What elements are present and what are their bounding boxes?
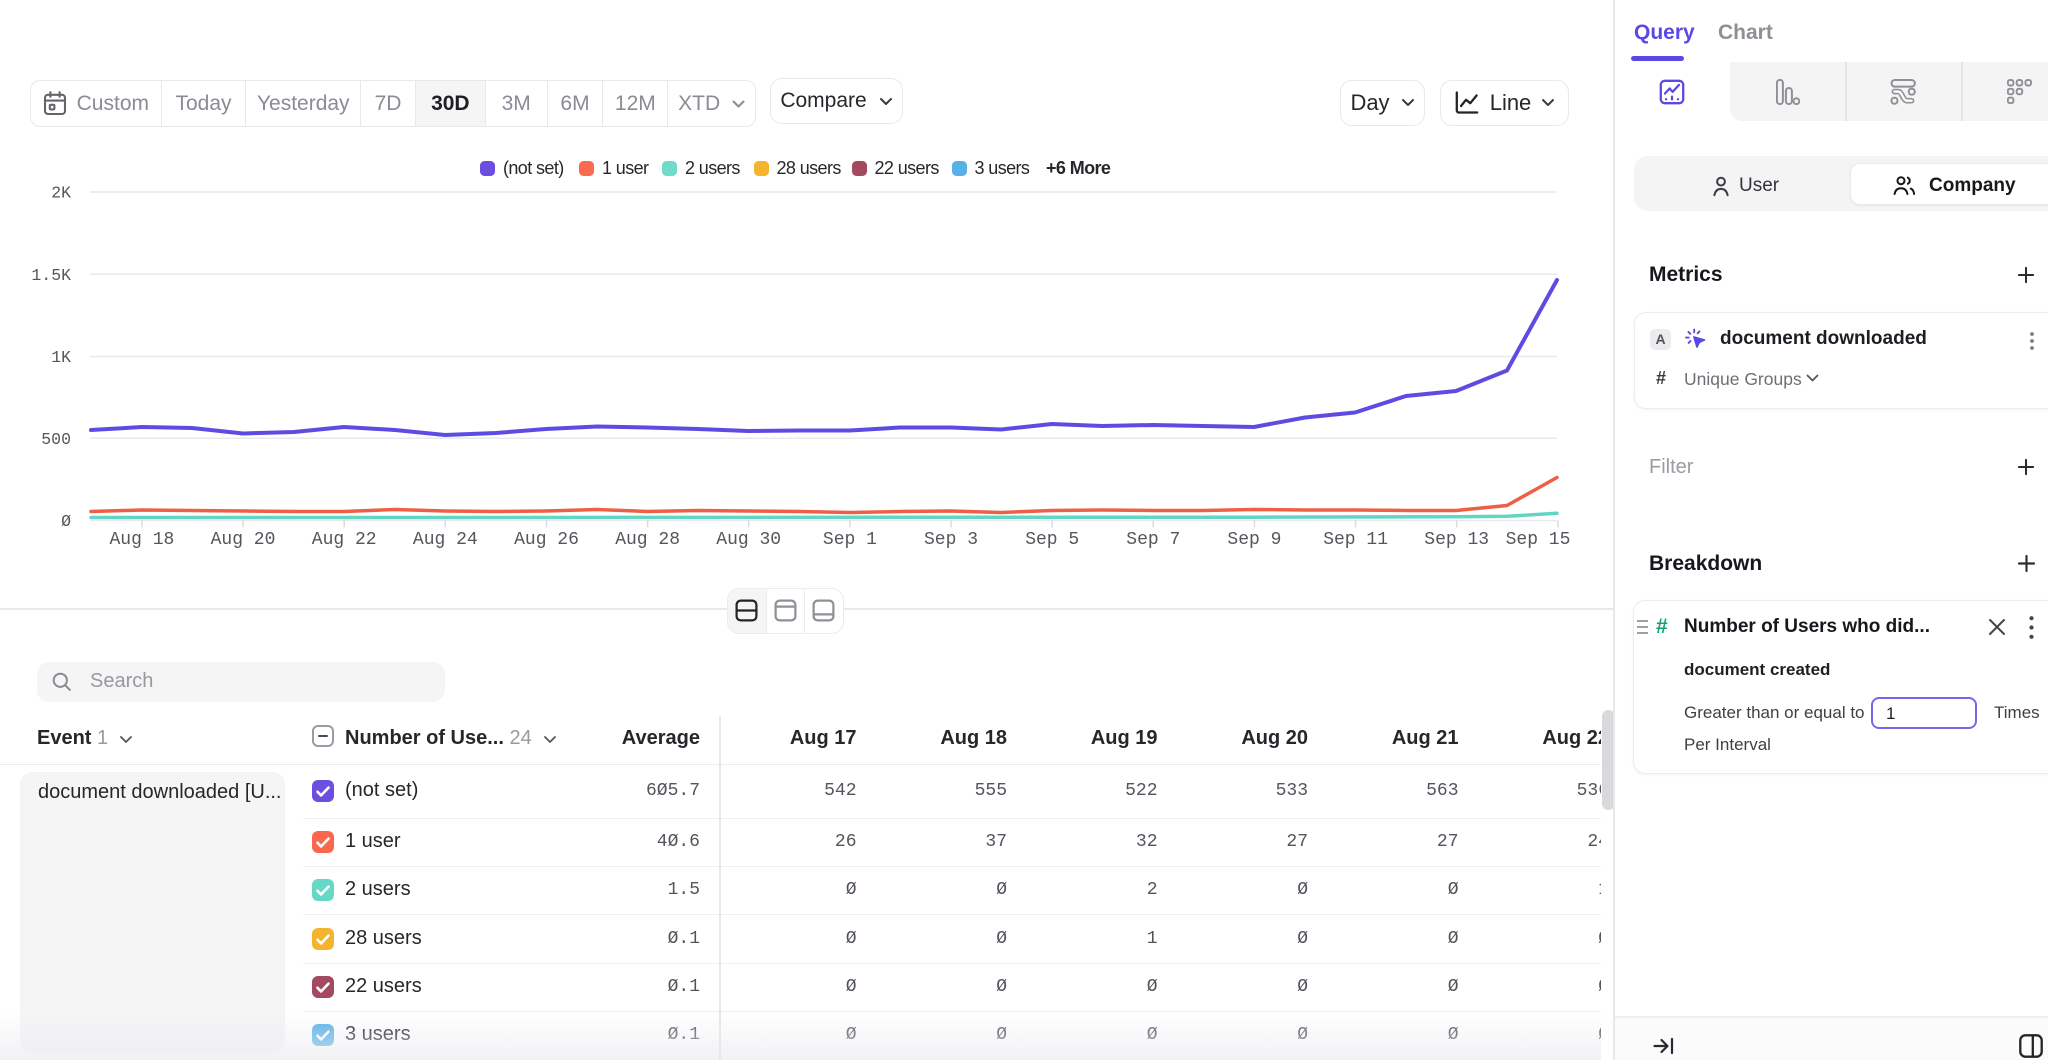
svg-text:Aug 24: Aug 24 (413, 530, 478, 550)
svg-text:Aug 22: Aug 22 (312, 530, 377, 550)
svg-text:Sep 3: Sep 3 (924, 530, 978, 550)
svg-text:2K: 2K (51, 184, 71, 203)
svg-text:Aug 18: Aug 18 (109, 530, 174, 550)
svg-text:Sep 13: Sep 13 (1424, 530, 1489, 550)
svg-text:Aug 28: Aug 28 (615, 530, 680, 550)
svg-text:Sep 7: Sep 7 (1126, 530, 1180, 550)
svg-text:Aug 26: Aug 26 (514, 530, 579, 550)
svg-text:1K: 1K (51, 348, 71, 367)
svg-text:Aug 20: Aug 20 (211, 530, 276, 550)
svg-text:500: 500 (41, 430, 71, 449)
svg-text:Aug 30: Aug 30 (716, 530, 781, 550)
svg-text:Sep 11: Sep 11 (1323, 530, 1388, 550)
svg-text:Sep 1: Sep 1 (823, 530, 877, 550)
svg-text:Sep 9: Sep 9 (1227, 530, 1281, 550)
svg-text:Ø: Ø (61, 512, 71, 531)
svg-text:Sep 15: Sep 15 (1506, 530, 1571, 550)
svg-text:Sep 5: Sep 5 (1025, 530, 1079, 550)
svg-text:1.5K: 1.5K (31, 266, 71, 285)
